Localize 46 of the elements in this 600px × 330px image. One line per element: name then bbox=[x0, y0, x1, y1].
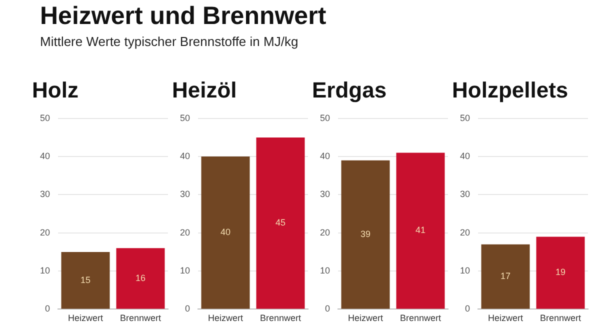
x-tick-label: Heizwert bbox=[208, 313, 244, 324]
data-label: 39 bbox=[360, 229, 371, 240]
y-tick-label: 10 bbox=[180, 266, 190, 276]
y-tick-label: 10 bbox=[320, 266, 330, 276]
y-tick-label: 20 bbox=[40, 227, 50, 238]
data-label: 19 bbox=[555, 267, 566, 278]
y-tick-label: 30 bbox=[40, 189, 50, 200]
chart-title: Heizöl bbox=[172, 77, 237, 102]
x-tick-label: Brennwert bbox=[260, 313, 302, 324]
data-label: 40 bbox=[220, 227, 231, 238]
y-tick-label: 50 bbox=[460, 112, 470, 123]
data-label: 41 bbox=[415, 225, 426, 236]
y-tick-label: 0 bbox=[44, 304, 50, 314]
x-tick-label: Heizwert bbox=[488, 313, 524, 324]
y-tick-label: 20 bbox=[320, 227, 330, 238]
y-tick-label: 10 bbox=[40, 266, 50, 276]
y-tick-label: 50 bbox=[40, 112, 50, 123]
y-tick-label: 0 bbox=[324, 304, 330, 314]
y-tick-label: 30 bbox=[460, 189, 470, 200]
data-label: 45 bbox=[275, 218, 286, 228]
y-tick-label: 20 bbox=[180, 227, 190, 238]
y-tick-label: 40 bbox=[180, 151, 190, 162]
y-tick-label: 40 bbox=[460, 151, 470, 162]
x-tick-label: Heizwert bbox=[348, 313, 384, 324]
x-tick-label: Heizwert bbox=[68, 313, 104, 324]
y-tick-label: 50 bbox=[180, 112, 190, 123]
x-tick-label: Brennwert bbox=[540, 313, 582, 324]
y-tick-label: 50 bbox=[320, 112, 330, 123]
y-tick-label: 20 bbox=[460, 227, 470, 238]
y-tick-label: 10 bbox=[460, 266, 470, 276]
chart-title: Holzpellets bbox=[452, 77, 568, 102]
y-tick-label: 40 bbox=[40, 151, 50, 162]
y-tick-label: 0 bbox=[184, 304, 190, 314]
x-tick-label: Brennwert bbox=[400, 313, 442, 324]
data-label: 16 bbox=[135, 272, 146, 283]
text: Mittlere Werte typischer Brennstoffe in MJ/kg bbox=[40, 34, 300, 49]
y-tick-label: 40 bbox=[320, 151, 330, 162]
y-tick-label: 30 bbox=[320, 189, 330, 200]
data-label: 17 bbox=[500, 271, 511, 281]
text: Heizwert und Brennwert bbox=[40, 1, 326, 32]
chart-title: Holz bbox=[32, 77, 78, 102]
y-tick-label: 0 bbox=[464, 304, 470, 314]
y-tick-label: 30 bbox=[180, 189, 190, 200]
data-label: 15 bbox=[80, 274, 91, 285]
x-tick-label: Brennwert bbox=[120, 313, 162, 324]
chart-title: Erdgas bbox=[312, 77, 387, 102]
